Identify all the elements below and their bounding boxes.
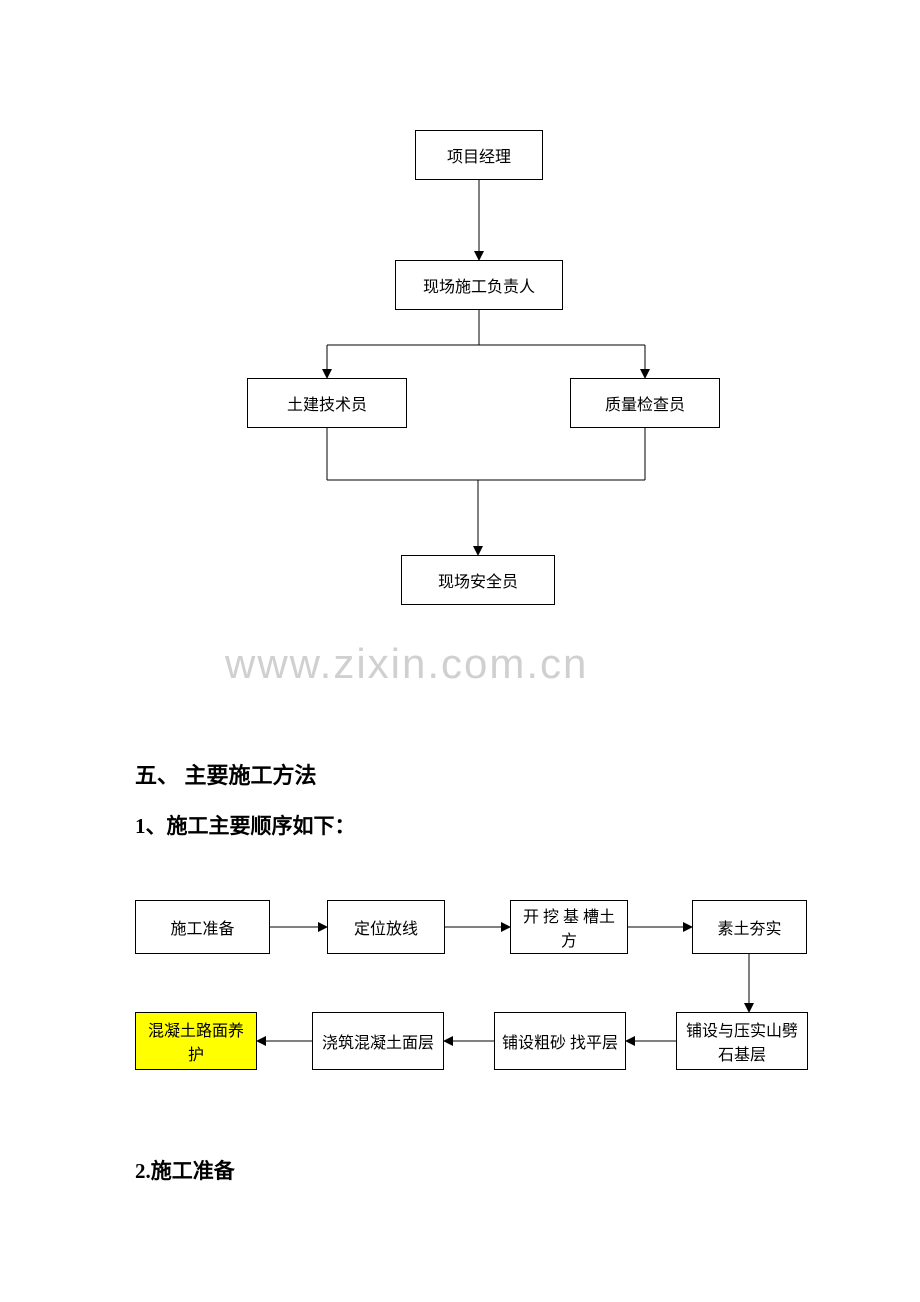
org_chart-node-n4: 质量检查员 (570, 378, 720, 428)
org_chart-node-n1: 项目经理 (415, 130, 543, 180)
org_chart-node-n2: 现场施工负责人 (395, 260, 563, 310)
page: 项目经理现场施工负责人土建技术员 质量检查员现场安全员施工准备 定位放线 开 挖 基 … (0, 0, 920, 1302)
flow_chart-node-f4: 素土夯实 (692, 900, 807, 954)
watermark: www.zixin.com.cn (225, 640, 588, 688)
flow_chart-node-f5: 铺设与压实山劈石基层 (676, 1012, 808, 1070)
flow_chart-node-f3: 开 挖 基 槽土方 (510, 900, 628, 954)
flow_chart-node-f6: 铺设粗砂 找平层 (494, 1012, 626, 1070)
heading-1: 1、施工主要顺序如下： (135, 810, 356, 840)
org_chart-node-n3: 土建技术员 (247, 378, 407, 428)
flow_chart-node-f1: 施工准备 (135, 900, 270, 954)
heading-2: 2.施工准备 (135, 1155, 235, 1185)
heading-0: 五、 主要施工方法 (135, 758, 317, 790)
org_chart-node-n5: 现场安全员 (401, 555, 555, 605)
flow_chart-node-f7: 浇筑混凝土面层 (312, 1012, 444, 1070)
flow_chart-node-f2: 定位放线 (327, 900, 445, 954)
flow_chart-node-f8: 混凝土路面养护 (135, 1012, 257, 1070)
